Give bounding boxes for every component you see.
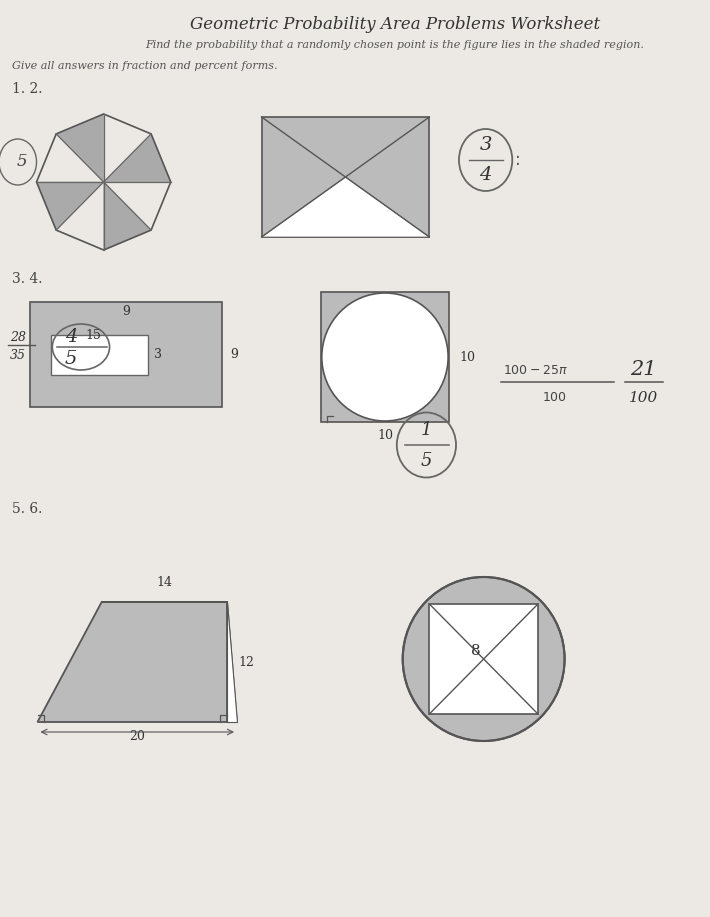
Text: 3. 4.: 3. 4. (12, 272, 43, 286)
Text: Geometric Probability Area Problems Worksheet: Geometric Probability Area Problems Work… (190, 16, 600, 32)
Text: 1. 2.: 1. 2. (12, 82, 43, 96)
Bar (430, 604, 538, 714)
Text: 3: 3 (154, 348, 162, 361)
Bar (261, 117, 430, 237)
Text: 28: 28 (10, 330, 26, 344)
Polygon shape (227, 602, 237, 722)
Polygon shape (56, 114, 104, 182)
Text: 21: 21 (630, 359, 657, 379)
Polygon shape (36, 182, 104, 230)
Text: 3: 3 (479, 136, 492, 154)
Text: 5: 5 (65, 350, 77, 368)
Circle shape (403, 577, 564, 741)
Polygon shape (104, 182, 151, 250)
Bar (51, 335, 148, 374)
Text: 9: 9 (122, 304, 130, 317)
Text: 20: 20 (129, 731, 145, 744)
Polygon shape (38, 602, 237, 722)
Bar (321, 292, 449, 422)
Text: 9: 9 (230, 348, 238, 361)
Text: Find the probability that a randomly chosen point is the figure lies in the shad: Find the probability that a randomly cho… (146, 40, 644, 50)
Polygon shape (104, 134, 171, 182)
Text: 35: 35 (10, 348, 26, 361)
Text: 4: 4 (65, 328, 77, 346)
Text: Give all answers in fraction and percent forms.: Give all answers in fraction and percent… (12, 61, 278, 71)
Text: $100$: $100$ (542, 391, 567, 403)
Circle shape (322, 293, 448, 421)
Text: :: : (515, 151, 521, 169)
Text: 8: 8 (471, 644, 481, 658)
Text: 15: 15 (86, 328, 102, 341)
Text: 5: 5 (420, 452, 432, 470)
Polygon shape (261, 177, 430, 237)
Text: 4: 4 (479, 166, 492, 184)
Text: 12: 12 (239, 656, 255, 668)
Text: 5: 5 (16, 152, 27, 170)
Text: 10: 10 (459, 350, 475, 363)
Text: 14: 14 (156, 576, 173, 589)
Text: $100-25\pi$: $100-25\pi$ (503, 363, 568, 377)
Text: 5. 6.: 5. 6. (12, 502, 42, 516)
Text: 100: 100 (629, 391, 658, 405)
Text: 1: 1 (420, 421, 432, 439)
Bar (30, 302, 222, 407)
Text: 10: 10 (377, 428, 393, 441)
